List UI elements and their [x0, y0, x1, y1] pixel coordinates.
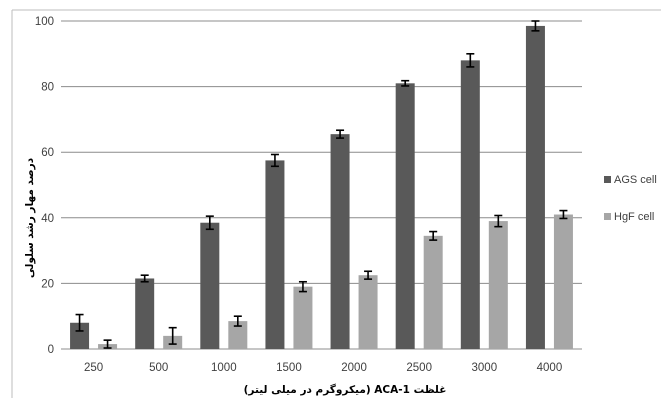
- x-tick-label: 1500: [276, 362, 302, 374]
- x-tick-label: 500: [149, 362, 168, 374]
- bar: [135, 278, 155, 349]
- legend-swatch: [604, 213, 611, 220]
- y-axis-title: درصد مهار رشد سلولی: [24, 157, 36, 278]
- legend-label: HgF cell: [614, 211, 654, 223]
- bar: [293, 286, 313, 349]
- bar: [553, 214, 573, 349]
- y-tick-label: 0: [48, 344, 54, 356]
- bar: [265, 160, 285, 349]
- bar: [395, 83, 415, 349]
- bars: [70, 25, 573, 350]
- legend-label: AGS cell: [614, 174, 657, 186]
- legend-swatch: [604, 176, 611, 183]
- x-axis-ticks: 250 500 1000 1500 2000 2500 3000 4000: [84, 362, 562, 374]
- x-tick-label: 2500: [406, 362, 432, 374]
- bar: [330, 134, 350, 349]
- bar: [460, 60, 480, 350]
- x-tick-label: 4000: [537, 362, 563, 374]
- x-tick-label: 250: [84, 362, 103, 374]
- bar: [423, 235, 443, 349]
- bar: [358, 275, 378, 349]
- bar: [488, 221, 508, 349]
- x-tick-label: 2000: [341, 362, 367, 374]
- x-tick-label: 3000: [472, 362, 498, 374]
- bar: [200, 222, 220, 349]
- y-axis-ticks: 0 20 40 60 80 100: [35, 16, 54, 356]
- x-tick-label: 1000: [211, 362, 237, 374]
- y-tick-label: 60: [41, 147, 54, 159]
- error-bars: [75, 20, 568, 349]
- bar: [525, 25, 545, 349]
- y-tick-label: 40: [41, 213, 54, 225]
- legend: AGS cell HgF cell: [604, 174, 657, 223]
- y-tick-label: 80: [41, 82, 54, 94]
- x-axis-title: غلظت ACA-1 (میکروگرم در میلی لیتر): [244, 383, 447, 396]
- bar: [70, 322, 90, 349]
- bar: [228, 321, 248, 349]
- y-tick-label: 20: [41, 278, 54, 290]
- y-tick-label: 100: [35, 16, 54, 28]
